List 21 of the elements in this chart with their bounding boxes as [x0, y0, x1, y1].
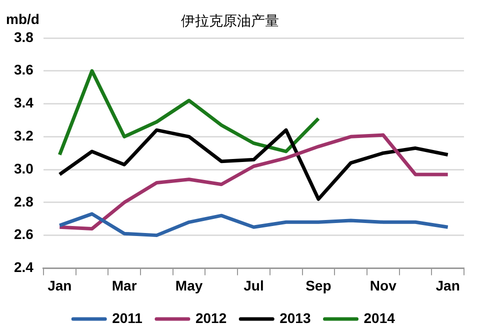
x-tick-label: May [175, 277, 203, 294]
legend-label: 2013 [280, 310, 311, 326]
y-tick-label: 3.4 [14, 94, 34, 111]
y-tick-label: 2.4 [14, 259, 34, 276]
y-tick-label: 3.2 [14, 128, 34, 144]
y-tick-label: 2.6 [14, 226, 34, 242]
y-tick-label: 2.8 [14, 193, 34, 210]
chart-title: 伊拉克原油产量 [181, 14, 279, 30]
y-tick-label: 3.6 [14, 62, 34, 78]
y-axis-title: mb/d [6, 10, 40, 27]
x-tick-label: Jan [436, 277, 460, 294]
y-tick-label: 3.8 [14, 28, 34, 45]
x-tick-label: Jan [48, 277, 72, 294]
legend-label: 2012 [195, 310, 227, 326]
x-tick-label: Mar [112, 277, 138, 294]
x-tick-label: Nov [370, 277, 397, 294]
x-tick-label: Jul [244, 277, 264, 294]
y-tick-label: 3.0 [14, 160, 34, 176]
legend-label: 2011 [112, 310, 143, 326]
x-tick-label: Sep [306, 277, 332, 294]
legend-label: 2014 [364, 310, 396, 326]
